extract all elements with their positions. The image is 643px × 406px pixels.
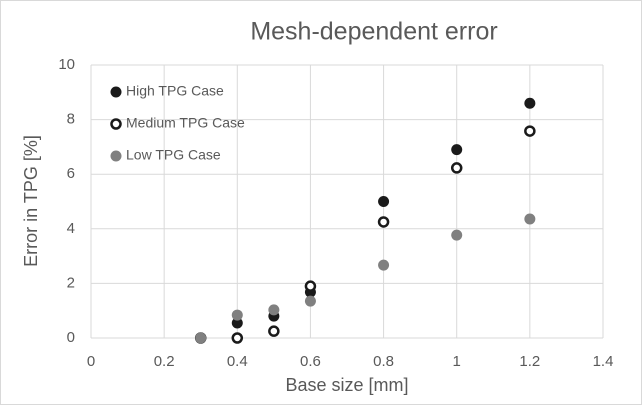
point: [304, 280, 317, 292]
y-tick-label: 6: [67, 165, 75, 182]
point: [451, 144, 463, 156]
point: [524, 97, 536, 109]
y-axis-label: Error in TPG [%]: [21, 135, 41, 267]
point: [377, 216, 390, 228]
y-tick-label: 4: [67, 220, 75, 237]
point: [524, 213, 536, 225]
point: [231, 317, 243, 329]
point: [268, 325, 280, 337]
x-tick-label: 0.6: [300, 353, 321, 370]
legend-label: Medium TPG Case: [126, 115, 245, 131]
point: [451, 229, 463, 241]
x-tick-label: 0: [87, 353, 95, 370]
chart-title: Mesh-dependent error: [250, 18, 497, 46]
x-tick-label: 0.2: [154, 353, 175, 370]
y-tick-label: 10: [58, 56, 75, 73]
x-axis-label: Base size [mm]: [285, 375, 408, 395]
point: [231, 332, 244, 344]
x-tick-label: 1.4: [593, 353, 614, 370]
marker: [110, 86, 122, 98]
point: [304, 295, 316, 307]
x-tick-label: 0.8: [373, 353, 394, 370]
marker: [110, 150, 122, 162]
x-tick-label: 1.2: [519, 353, 540, 370]
legend-label: High TPG Case: [126, 83, 224, 99]
point: [524, 125, 536, 137]
point: [231, 309, 243, 321]
point: [450, 162, 463, 174]
point: [268, 304, 280, 316]
y-tick-label: 8: [67, 111, 75, 128]
point: [378, 196, 390, 207]
x-tick-label: 1: [453, 353, 461, 370]
legend-label: Low TPG Case: [126, 147, 221, 163]
marker: [110, 118, 122, 130]
y-tick-label: 2: [67, 274, 75, 291]
y-tick-label: 0: [67, 329, 75, 346]
point: [195, 332, 207, 344]
x-tick-label: 0.4: [227, 353, 248, 370]
point: [378, 259, 390, 271]
